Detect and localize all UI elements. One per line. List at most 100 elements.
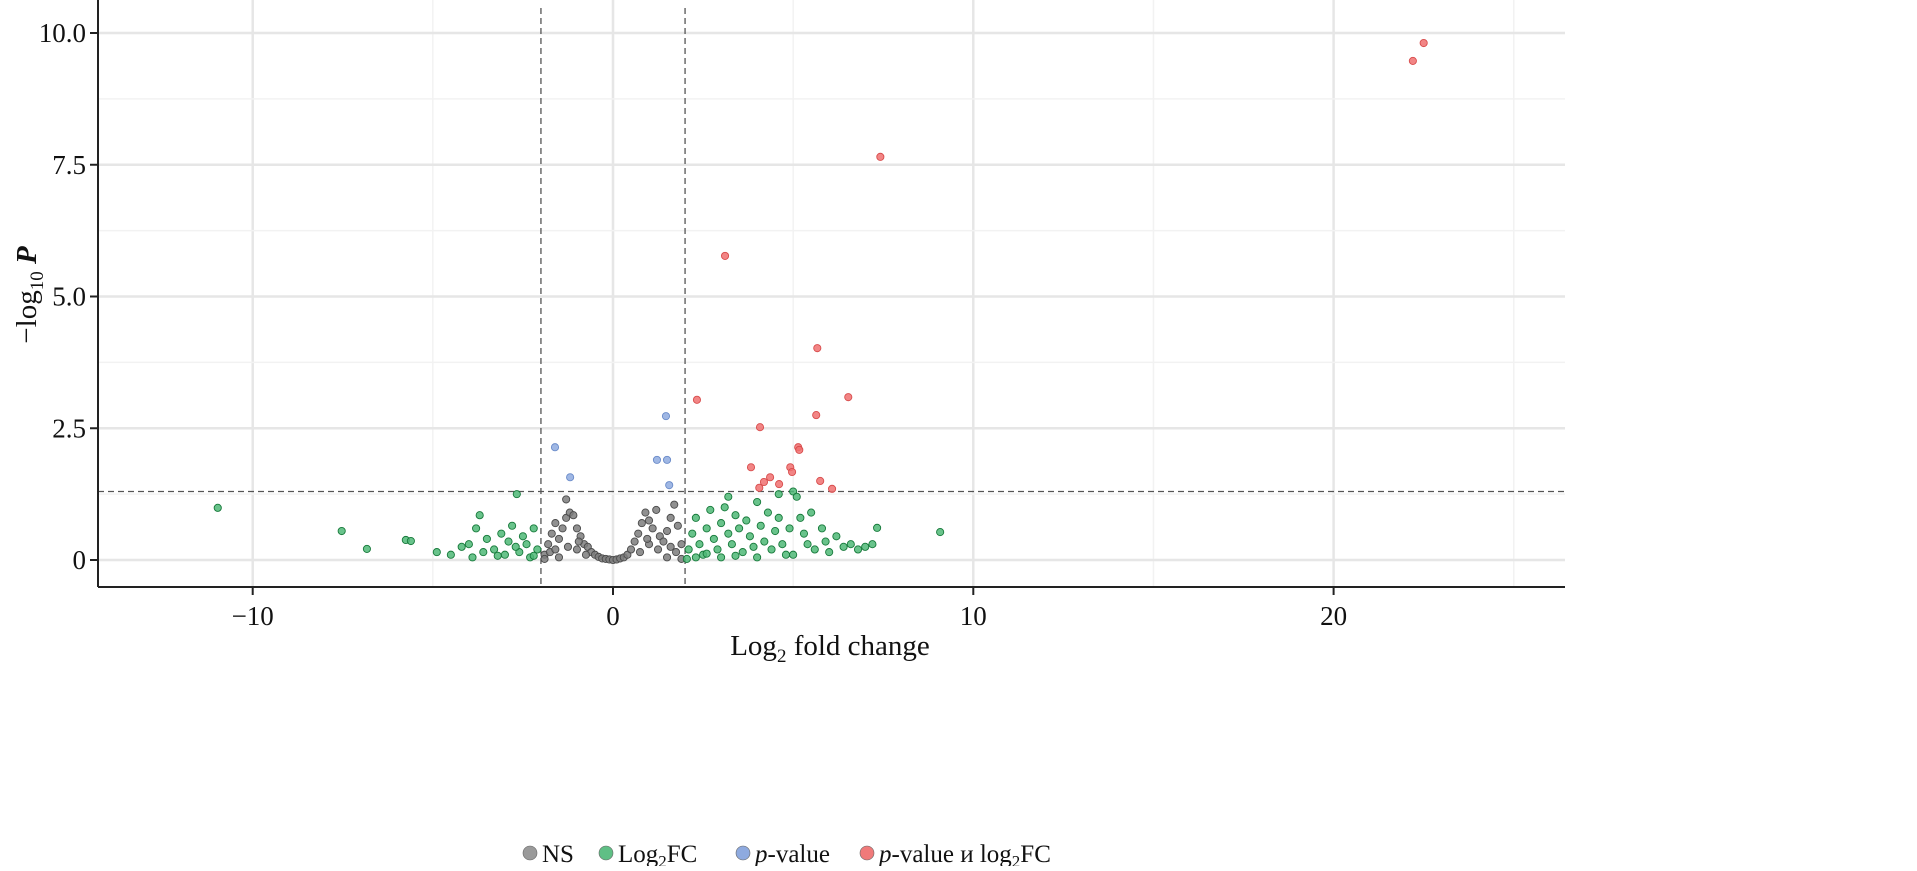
- y-tick-label: 0: [73, 545, 87, 575]
- point-ns: [634, 529, 643, 538]
- point-p-value-and-log2fc: [813, 344, 822, 353]
- point-ns: [558, 524, 567, 533]
- point-log2fc: [688, 529, 697, 538]
- point-p-value: [566, 473, 575, 482]
- point-p-value-and-log2fc: [812, 411, 821, 420]
- point-log2fc: [482, 534, 491, 543]
- point-log2fc: [753, 553, 762, 562]
- point-ns: [547, 529, 556, 538]
- point-log2fc: [789, 550, 798, 559]
- point-log2fc: [464, 540, 473, 549]
- point-log2fc: [490, 545, 499, 554]
- ticks: −10 0 10 20 0 2.5 5.0 7.5 10.0: [39, 18, 1347, 631]
- point-p-value: [661, 412, 671, 421]
- point-log2fc: [825, 548, 834, 557]
- point-log2fc: [785, 524, 794, 533]
- y-tick-label: 5.0: [52, 282, 86, 312]
- point-log2fc: [497, 529, 506, 538]
- point-p-value: [550, 443, 560, 452]
- point-ns: [648, 524, 657, 533]
- point-log2fc: [529, 524, 538, 533]
- point-p-value-and-log2fc: [766, 473, 775, 482]
- point-ns: [574, 537, 583, 546]
- point-ns: [666, 513, 675, 522]
- point-log2fc: [720, 503, 729, 512]
- point-log2fc: [749, 542, 758, 551]
- point-log2fc: [709, 534, 718, 543]
- point-log2fc: [760, 537, 769, 546]
- point-ns: [670, 500, 679, 509]
- point-log2fc: [821, 537, 830, 546]
- point-log2fc: [796, 513, 805, 522]
- point-log2fc: [853, 545, 863, 554]
- x-axis-title: Log2 fold change: [730, 630, 930, 667]
- point-ns: [563, 542, 573, 551]
- y-tick-label: 10.0: [39, 18, 86, 48]
- point-ns: [672, 548, 681, 557]
- point-log2fc: [774, 490, 783, 499]
- point-log2fc: [767, 545, 776, 554]
- point-ns: [673, 521, 682, 530]
- grid: [98, 0, 1565, 587]
- y-tick-label: 7.5: [52, 150, 86, 180]
- point-log2fc: [763, 508, 772, 517]
- point-p-value-and-log2fc: [795, 445, 804, 454]
- point-ns: [551, 519, 560, 528]
- point-p-value-and-log2fc: [755, 483, 764, 492]
- point-log2fc: [682, 554, 691, 563]
- point-ns: [677, 540, 686, 549]
- point-ns: [569, 511, 578, 520]
- point-p-value-and-log2fc: [759, 477, 769, 487]
- point-log2fc: [500, 550, 509, 559]
- point-log2fc: [713, 545, 722, 554]
- point-ns: [630, 537, 639, 546]
- point-log2fc: [511, 542, 520, 551]
- point-ns: [641, 508, 650, 517]
- legend-marker-log2fc: [598, 845, 614, 861]
- point-log2fc: [691, 513, 700, 522]
- point-log2fc: [362, 544, 371, 553]
- point-p-value-and-log2fc: [844, 393, 853, 402]
- point-log2fc: [745, 532, 754, 541]
- point-log2fc: [810, 545, 819, 554]
- point-log2fc: [817, 524, 827, 533]
- point-ns: [551, 545, 560, 554]
- point-p-value: [652, 455, 662, 464]
- point-log2fc: [873, 523, 882, 532]
- point-log2fc: [702, 549, 711, 558]
- point-p-value-and-log2fc: [1419, 38, 1428, 48]
- point-log2fc: [781, 550, 790, 559]
- point-log2fc: [731, 511, 740, 520]
- point-p-value: [665, 481, 674, 490]
- point-log2fc: [792, 492, 801, 501]
- point-log2fc: [846, 540, 855, 549]
- point-ns: [662, 553, 672, 562]
- point-log2fc: [738, 548, 747, 557]
- point-p-value-and-log2fc: [876, 152, 885, 161]
- point-ns: [581, 550, 591, 559]
- point-log2fc: [468, 553, 477, 562]
- point-log2fc: [695, 540, 704, 549]
- legend-label-log2fc: Log2FC: [618, 841, 697, 866]
- point-log2fc: [735, 524, 744, 533]
- point-log2fc: [406, 536, 415, 546]
- point-ns: [643, 534, 652, 543]
- legend-marker-pvalue: [735, 845, 751, 861]
- point-log2fc: [472, 524, 481, 533]
- point-log2fc: [706, 505, 715, 514]
- point-log2fc: [508, 521, 517, 530]
- point-log2fc: [457, 542, 466, 551]
- legend-label-pvalue-log2fc: p-value и log2FC: [877, 841, 1051, 866]
- point-ns: [540, 554, 549, 563]
- point-p-value-and-log2fc: [746, 463, 756, 472]
- point-log2fc: [446, 550, 455, 559]
- point-log2fc: [432, 548, 441, 557]
- axes: [97, 0, 1565, 588]
- point-ns: [635, 548, 645, 557]
- point-log2fc: [731, 551, 740, 560]
- point-log2fc: [691, 553, 700, 562]
- point-log2fc: [803, 540, 812, 549]
- legend-marker-ns: [522, 845, 538, 861]
- data-points: [213, 38, 1428, 565]
